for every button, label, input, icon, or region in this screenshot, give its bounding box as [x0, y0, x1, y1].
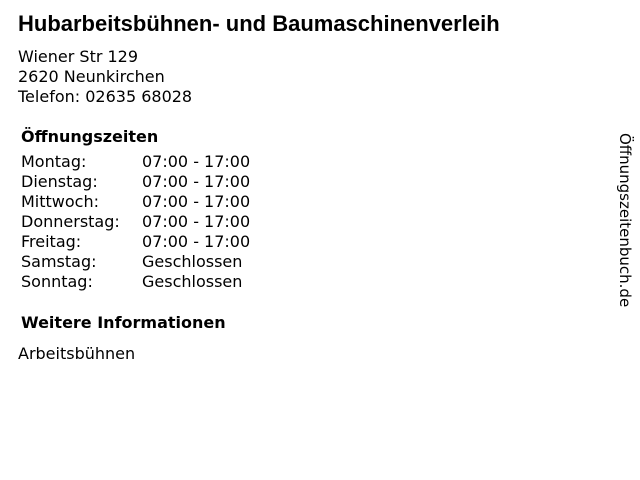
hours-time-value: 07:00 - 17:00	[142, 152, 251, 171]
hours-table: Montag: 07:00 - 17:00 Dienstag: 07:00 - 17…	[21, 152, 250, 292]
hours-day-label: Montag:	[21, 152, 87, 171]
hours-time-value: Geschlossen	[142, 252, 243, 271]
hours-time-value: 07:00 - 17:00	[142, 212, 251, 231]
address-street: Wiener Str 129	[18, 47, 139, 66]
hours-row-saturday: Samstag: Geschlossen	[21, 252, 250, 272]
hours-time-value: 07:00 - 17:00	[142, 232, 251, 251]
hours-time-value: Geschlossen	[142, 272, 243, 291]
hours-heading: Öffnungszeiten	[21, 127, 159, 146]
watermark-vertical-text: Öffnungszeitenbuch.de	[616, 133, 634, 308]
hours-day-label: Sonntag:	[21, 272, 93, 291]
hours-row-sunday: Sonntag: Geschlossen	[21, 272, 250, 292]
address-city: 2620 Neunkirchen	[18, 67, 165, 86]
hours-row-tuesday: Dienstag: 07:00 - 17:00	[21, 172, 250, 192]
hours-day-label: Freitag:	[21, 232, 82, 251]
hours-row-monday: Montag: 07:00 - 17:00	[21, 152, 250, 172]
address-phone: Telefon: 02635 68028	[18, 87, 193, 106]
hours-day-label: Samstag:	[21, 252, 97, 271]
info-text: Arbeitsbühnen	[18, 344, 136, 363]
hours-day-label: Mittwoch:	[21, 192, 99, 211]
page-title: Hubarbeitsbühnen- und Baumaschinenverlei…	[18, 11, 500, 36]
hours-row-thursday: Donnerstag: 07:00 - 17:00	[21, 212, 250, 232]
hours-row-friday: Freitag: 07:00 - 17:00	[21, 232, 250, 252]
address-block: Wiener Str 129 2620 Neunkirchen Telefon:…	[18, 47, 192, 107]
hours-time-value: 07:00 - 17:00	[142, 192, 251, 211]
hours-day-label: Dienstag:	[21, 172, 98, 191]
hours-row-wednesday: Mittwoch: 07:00 - 17:00	[21, 192, 250, 212]
hours-time-value: 07:00 - 17:00	[142, 172, 251, 191]
hours-day-label: Donnerstag:	[21, 212, 120, 231]
info-heading: Weitere Informationen	[21, 313, 226, 332]
